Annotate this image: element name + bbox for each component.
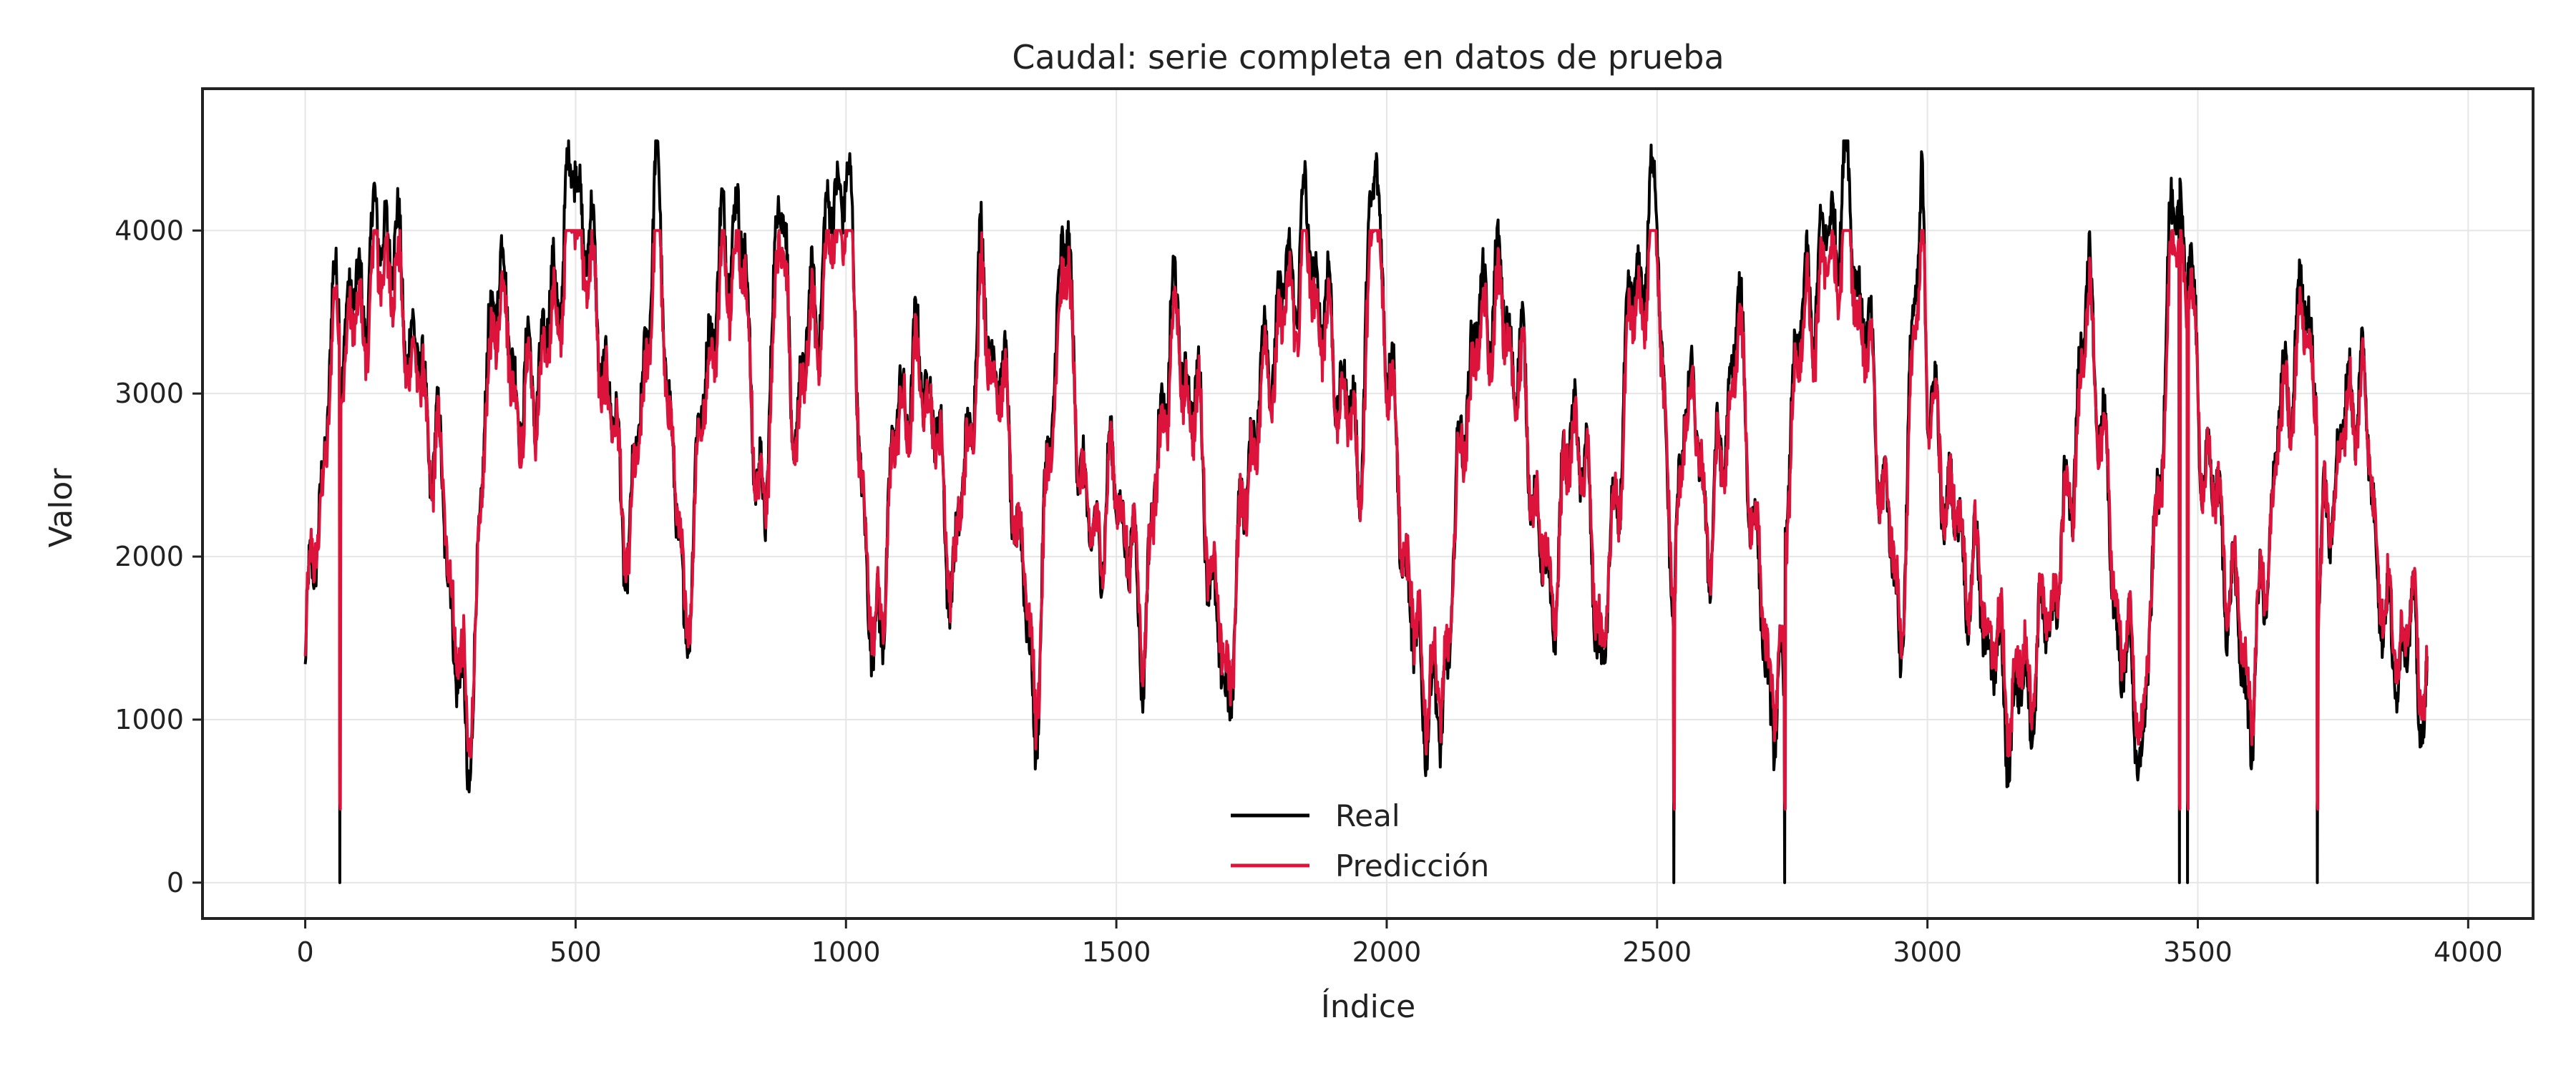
plot-frame xyxy=(201,87,2534,920)
legend-label-prediccion: Predicción xyxy=(1335,848,1489,883)
x-axis-ticks: 0 500 1000 1500 2000 2500 3000 3500 4000 xyxy=(296,918,2503,968)
x-tick-label: 3000 xyxy=(1893,936,1962,968)
y-tick-label: 4000 xyxy=(114,215,184,246)
x-tick-label: 4000 xyxy=(2434,936,2503,968)
legend: Real Predicción xyxy=(1231,798,1489,883)
chart-title: Caudal: serie completa en datos de prueb… xyxy=(1012,38,1724,77)
y-tick-label: 0 xyxy=(167,867,184,898)
x-axis-title: Índice xyxy=(1321,987,1415,1025)
x-tick-label: 0 xyxy=(296,936,313,968)
x-tick-label: 1000 xyxy=(811,936,881,968)
legend-label-real: Real xyxy=(1335,798,1400,833)
y-axis-title: Valor xyxy=(43,468,79,548)
x-tick-label: 2500 xyxy=(1622,936,1692,968)
x-tick-label: 3500 xyxy=(2163,936,2233,968)
y-tick-label: 1000 xyxy=(114,704,184,735)
x-tick-label: 500 xyxy=(550,936,602,968)
series-line-prediccion xyxy=(303,229,2429,811)
y-axis-ticks: 0 1000 2000 3000 4000 xyxy=(114,215,203,898)
x-tick-label: 1500 xyxy=(1082,936,1151,968)
series-prediccion xyxy=(303,229,2429,811)
y-tick-label: 3000 xyxy=(114,378,184,409)
x-tick-label: 2000 xyxy=(1352,936,1422,968)
y-tick-label: 2000 xyxy=(114,541,184,572)
